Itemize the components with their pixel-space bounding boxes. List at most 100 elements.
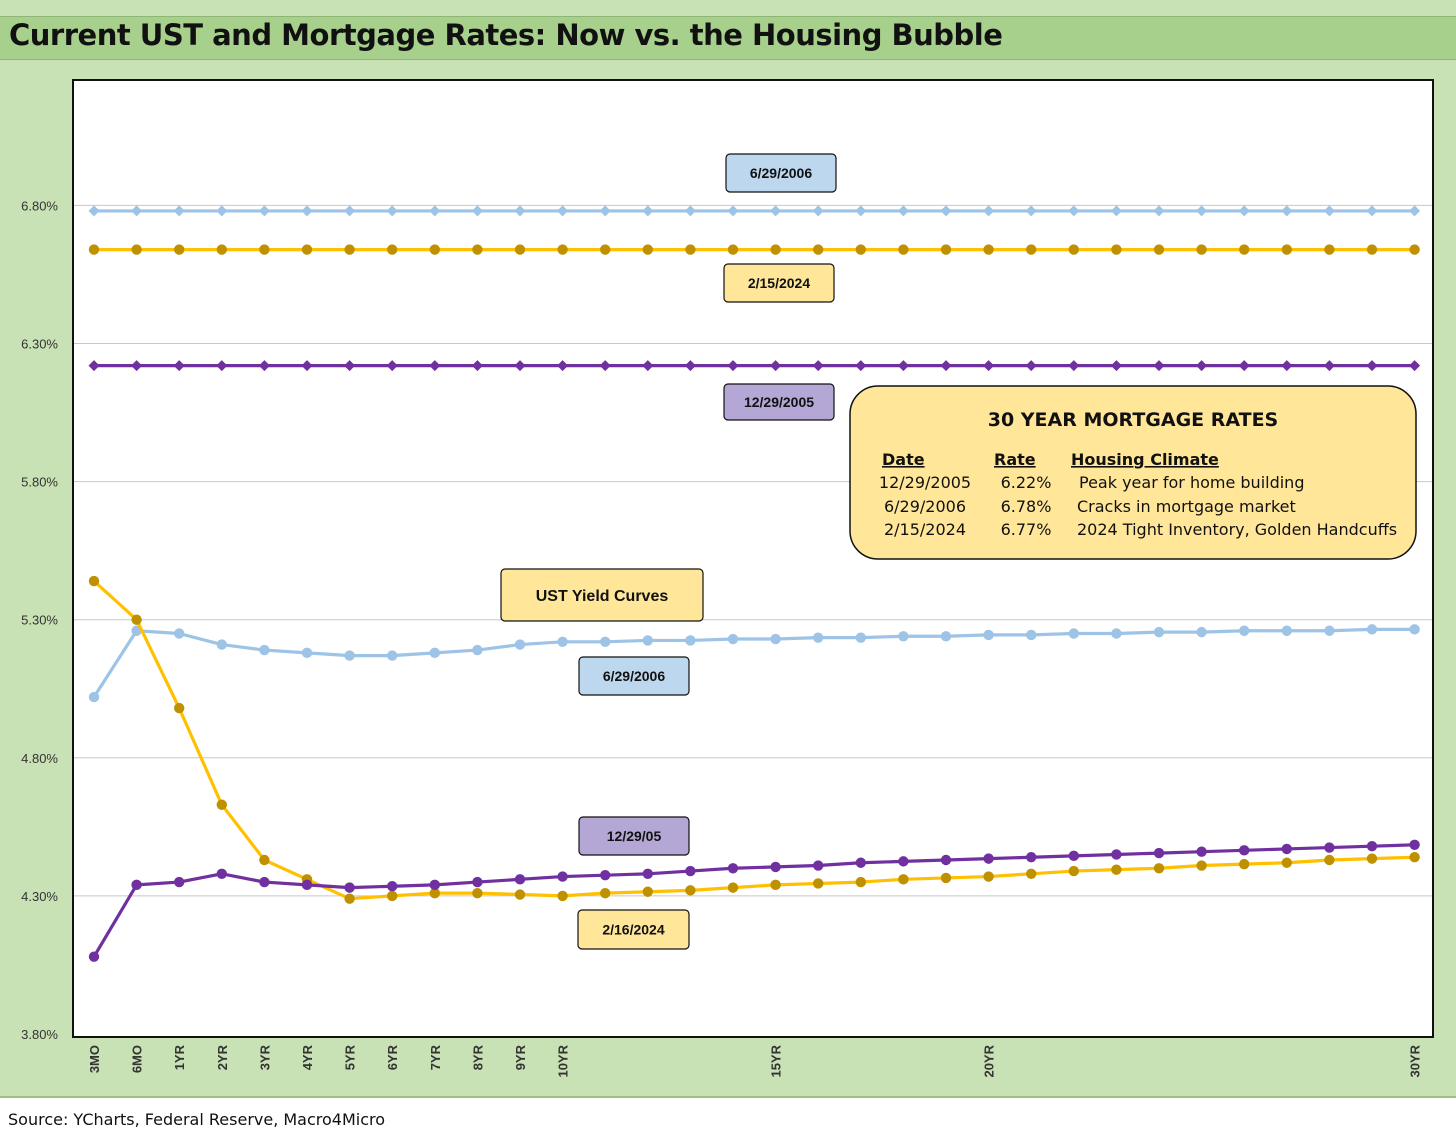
data-point [301,205,313,217]
x-tick-label: 6MO [130,1045,145,1073]
chart-svg: 3.80% 4.30% 4.80% 5.30% 5.80% 6.30% 6.80% 3MO 6… [21,79,1434,1078]
data-point [770,205,782,217]
series-ust_2006 [88,624,1420,703]
series-label-text: UST Yield Curves [536,588,669,605]
data-point [174,876,185,888]
data-point [1026,629,1037,641]
data-point [1110,205,1122,217]
data-point [642,868,653,880]
data-point [727,205,739,217]
mortgage-rates-box-bg [849,385,1417,560]
series-label: 2/15/2024 [723,263,835,303]
series-ust_2024 [88,575,1420,904]
data-point [1366,853,1378,864]
data-point [685,885,696,896]
data-point [216,868,227,880]
data-point [259,876,270,888]
series-labels: 6/29/2006 2/15/2024 12/29/2005 UST Yield Cu… [500,153,837,950]
x-tick-label: 15YR [769,1044,784,1077]
series-line [92,843,1415,958]
data-point [514,639,526,650]
data-point [301,244,313,255]
data-point [1409,205,1421,217]
data-point [174,244,185,255]
series-label-text: 2/16/2024 [602,922,664,938]
data-point [387,650,398,661]
data-point [472,644,483,656]
data-point [1111,628,1122,639]
x-tick-label: 3YR [257,1044,272,1070]
data-point [1196,360,1208,372]
data-point [1324,854,1335,866]
series-label-box [725,153,837,193]
data-point [770,861,781,873]
data-point [1281,843,1293,855]
data-point [642,635,653,646]
x-tick-label: 9YR [513,1044,528,1070]
data-point [1111,849,1122,860]
data-point [131,244,142,255]
data-point [1068,865,1080,877]
data-point [1366,244,1378,255]
data-point [770,879,781,891]
series-line [92,579,1415,901]
data-point [387,244,398,255]
x-tick-label: 4YR [300,1044,315,1070]
data-point [1153,626,1165,638]
series-group [88,205,1421,962]
data-point [1366,205,1378,217]
series-label-box [500,568,704,622]
data-point [642,244,653,255]
data-point [1281,857,1293,868]
data-point [813,860,824,871]
data-point [88,360,100,372]
data-point [1068,360,1080,372]
series-label-box [723,383,835,421]
data-point [514,874,526,885]
x-tick-label: 3MO [87,1045,102,1073]
data-point [1238,205,1250,217]
x-tick-label: 2YR [215,1044,230,1070]
data-point [1366,624,1378,635]
series-label: 6/29/2006 [578,656,690,696]
data-point [1196,244,1207,255]
data-point [1409,839,1420,851]
series-label-box [723,263,835,303]
data-point [1409,624,1420,635]
data-point [685,244,696,255]
data-point [216,205,228,217]
data-point [258,360,270,372]
y-tick-label: 4.30% [21,889,58,904]
data-point [855,857,866,868]
series-label: UST Yield Curves [500,568,704,622]
data-point [557,244,568,255]
data-point [727,360,739,372]
data-point [557,205,569,217]
data-point [429,244,440,255]
data-point [429,647,440,659]
table-row-2-rate: 6.77% [1001,520,1052,539]
data-point [983,244,994,255]
table-row-0-date: 12/29/2005 [879,473,971,492]
data-point [1409,244,1420,255]
data-point [216,244,227,255]
mortgage-rates-box: 30 YEAR MORTGAGE RATES Date Rate Housing… [849,385,1417,560]
data-point [1153,244,1165,255]
series-label-box [578,816,690,856]
data-point [557,360,569,372]
data-point [514,360,526,372]
data-point [1324,625,1335,636]
data-point [1281,360,1293,372]
x-tick-label: 7YR [428,1044,443,1070]
data-point [1025,205,1037,217]
data-point [1025,360,1037,372]
series-label-box [577,909,690,950]
data-point [727,244,739,255]
data-point [727,863,739,874]
data-point [685,865,696,877]
chart-title: Current UST and Mortgage Rates: Now vs. … [9,18,1003,52]
data-point [1409,360,1421,372]
data-point [600,636,611,647]
data-point [173,205,185,217]
data-point [472,887,483,899]
